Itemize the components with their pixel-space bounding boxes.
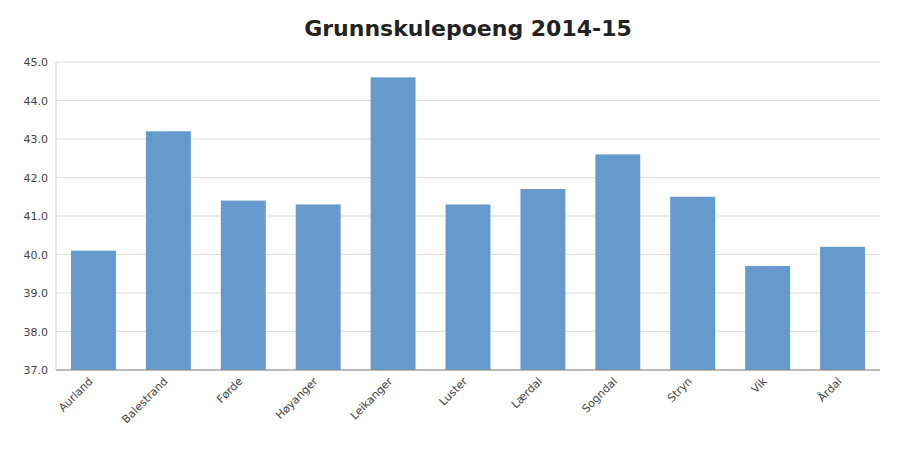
x-tick-label: Høyanger [273, 375, 320, 422]
y-tick-label: 41.0 [24, 210, 49, 223]
x-tick-label: Lærdal [509, 375, 545, 411]
title: Grunnskulepoeng 2014-15 [304, 16, 632, 41]
chart: Grunnskulepoeng 2014-15 37.0 38.0 39.0 40.0 4… [0, 0, 900, 462]
x-tick-label: Stryn [665, 375, 695, 405]
x-tick-label: Årdal [815, 375, 844, 404]
x-tick-label: Førde [214, 375, 245, 406]
y-tick-label: 38.0 [24, 326, 49, 339]
y-axis: 37.0 38.0 39.0 40.0 41.0 42.0 43.0 44.0 45.0 [24, 56, 49, 377]
grid-line [56, 100, 880, 101]
bar [146, 131, 191, 370]
chart-container: Grunnskulepoeng 2014-15 37.0 38.0 39.0 40.0 4… [0, 0, 900, 462]
y-tick-label: 39.0 [24, 287, 49, 300]
bar [371, 77, 416, 370]
x-tick-label: Sogndal [579, 375, 620, 416]
bar [820, 247, 865, 370]
x-tick-label: Vik [749, 374, 770, 395]
grid-line [56, 62, 880, 63]
y-grid [56, 62, 880, 370]
bar [446, 204, 491, 370]
bar [221, 201, 266, 370]
y-tick-label: 44.0 [24, 95, 49, 108]
bar [670, 197, 715, 370]
x-tick-label: Leikanger [348, 375, 396, 423]
y-tick-label: 42.0 [24, 172, 49, 185]
x-axis-line [56, 370, 880, 371]
x-axis: Aurland Balestrand Førde Høyanger Leikanger L… [56, 374, 845, 426]
y-tick-label: 43.0 [24, 133, 49, 146]
x-tick-label: Luster [437, 375, 471, 409]
grid-line [56, 370, 880, 371]
bar [71, 251, 116, 370]
x-tick-label: Balestrand [119, 375, 170, 426]
y-tick-label: 37.0 [24, 364, 49, 377]
x-tick-label: Aurland [56, 375, 95, 414]
y-tick-label: 40.0 [24, 249, 49, 262]
y-tick-label: 45.0 [24, 56, 49, 69]
bar [745, 266, 790, 370]
bars [71, 77, 865, 370]
bar [595, 154, 640, 370]
bar [296, 204, 341, 370]
y-axis-line [56, 62, 57, 370]
bar [520, 189, 565, 370]
